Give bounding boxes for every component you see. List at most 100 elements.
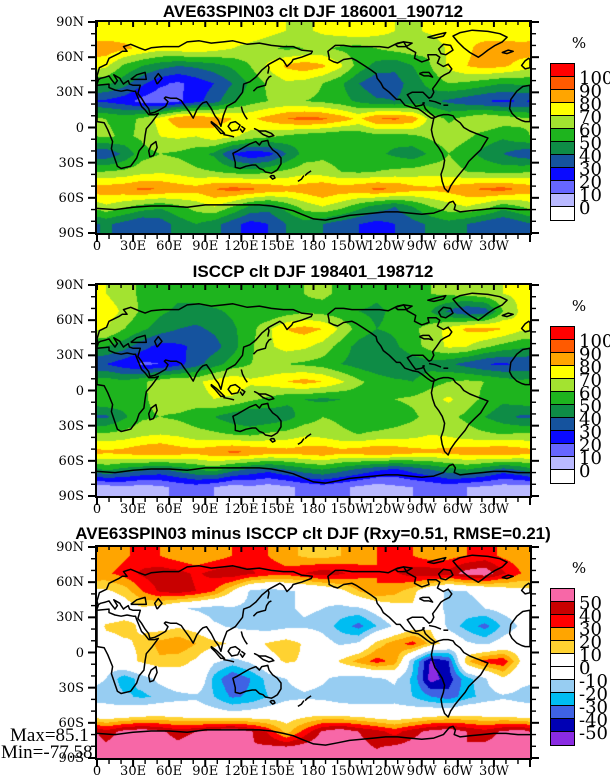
lat-tick-label: 30S [58, 680, 84, 696]
panel2-title: ISCCP clt DJF 198401_198712 [192, 262, 434, 281]
colorbar-tick-label: 40 [579, 606, 602, 627]
colorbar-tick-label: 50 [579, 133, 602, 154]
coastline-path [520, 320, 530, 333]
coastline-path [508, 84, 530, 123]
lat-tick-label: 60N [56, 575, 84, 591]
coastline-path [501, 49, 514, 55]
panel3-coastlines [97, 554, 530, 746]
coastline-path [427, 294, 447, 303]
coastline-path [232, 139, 282, 174]
colorbar-tick-label: 50 [579, 396, 602, 417]
colorbar-tick-label: 20 [579, 435, 602, 456]
panel2-coastlines [97, 292, 530, 484]
lon-tick-label: 180 [301, 764, 326, 779]
lat-tick-label: 0 [75, 645, 84, 661]
colorbar-tick-label: 60 [579, 120, 602, 141]
max-value-label: Max=85.1 [10, 725, 89, 746]
coastline-path [437, 568, 454, 581]
colorbar-tick-label: 90 [579, 344, 602, 365]
panel1-field-canvas [97, 22, 530, 233]
colorbar-tick-label: 10 [579, 185, 602, 206]
coastline-path [297, 175, 305, 183]
coastline-path [147, 403, 158, 421]
lon-tick-label: 150E [260, 502, 295, 517]
panel2-field-canvas [97, 285, 530, 496]
coastline-path [428, 362, 442, 368]
lat-tick-label: 60S [58, 715, 84, 731]
coastline-path [452, 554, 508, 583]
coastline-path [267, 326, 270, 337]
coastline-path [418, 596, 434, 603]
coastline-path [227, 120, 241, 132]
coastline-path [240, 631, 248, 645]
coastline-path [97, 303, 314, 391]
lat-tick-label: 60S [58, 453, 84, 469]
lon-tick-label: 150W [330, 764, 369, 779]
coastline-path [227, 383, 241, 395]
panel1-title: AVE63SPIN03 clt DJF 186001_190712 [162, 2, 464, 21]
colorbar-tick-label: 20 [579, 172, 602, 193]
colorbar-tick-label: 90 [579, 81, 602, 102]
coastline-path [418, 71, 434, 78]
coastline-path [210, 645, 226, 660]
lon-tick-label: 150E [260, 764, 295, 779]
lat-tick-label: 90S [58, 226, 84, 241]
coastline-path [269, 174, 276, 180]
coastline-path [327, 41, 453, 119]
coastline-path [97, 565, 314, 653]
colorbar-swatch [550, 206, 575, 221]
lat-tick-label: 90N [56, 278, 84, 293]
lon-tick-label: 180 [301, 502, 326, 517]
colorbar-tick-label: 10 [579, 448, 602, 469]
colorbar-tick-label: 30 [579, 619, 602, 640]
lon-tick-label: 60E [156, 502, 183, 517]
coastline-path [304, 433, 312, 440]
coastline-path [452, 29, 508, 58]
coastline-path [508, 347, 530, 386]
lon-tick-label: 120W [366, 502, 405, 517]
lon-tick-label: 0 [92, 764, 102, 779]
panel3-map-plot: 90N 60N 30N 0 30S 60S 90S 0 30E 60E 90E 120E 150E 180… [56, 540, 539, 779]
coastline-path [232, 402, 282, 437]
coastline-path [97, 40, 314, 128]
lon-tick-label: 120E [224, 764, 259, 779]
coastline-path [97, 725, 530, 746]
lon-tick-label: 30E [120, 239, 147, 254]
coastline-path [437, 43, 454, 56]
coastline-path [147, 665, 158, 683]
coastline-path [223, 396, 235, 401]
colorbar-tick-label: 10 [579, 645, 602, 666]
lon-tick-label: 120E [224, 502, 259, 517]
lon-tick-label: 0 [92, 239, 102, 254]
lat-tick-label: 30S [58, 155, 84, 171]
lon-tick-label: 60W [442, 764, 473, 779]
colorbar-swatch [550, 731, 575, 746]
lon-tick-label: 90E [192, 502, 219, 517]
coastline-path [232, 664, 282, 699]
panel3-field-canvas [97, 547, 530, 758]
coastline-path [239, 388, 246, 396]
panel1-coastlines [97, 29, 530, 221]
lon-tick-label: 120W [366, 239, 405, 254]
lon-tick-label: 120W [366, 764, 405, 779]
coastline-path [153, 72, 163, 85]
lon-tick-label: 90W [406, 502, 437, 517]
colorbar-tick-label: 30 [579, 159, 602, 180]
colorbar-tick-label: 50 [579, 593, 602, 614]
coastline-path [252, 338, 272, 355]
colorbar-tick-label: 0 [579, 658, 591, 679]
coastline-path [153, 335, 163, 348]
lat-tick-label: 30N [56, 85, 84, 101]
coastline-path [508, 609, 530, 648]
coastline-path [130, 334, 148, 344]
lat-tick-label: 60S [58, 190, 84, 206]
coastline-path [223, 658, 235, 663]
lat-tick-label: 90S [58, 751, 84, 766]
coastline-path [520, 582, 530, 595]
lon-tick-label: 90W [406, 239, 437, 254]
colorbar-tick-label: 20 [579, 632, 602, 653]
coastline-path [394, 41, 413, 48]
colorbar-tick-label: 60 [579, 383, 602, 404]
coastline-path [130, 596, 148, 606]
